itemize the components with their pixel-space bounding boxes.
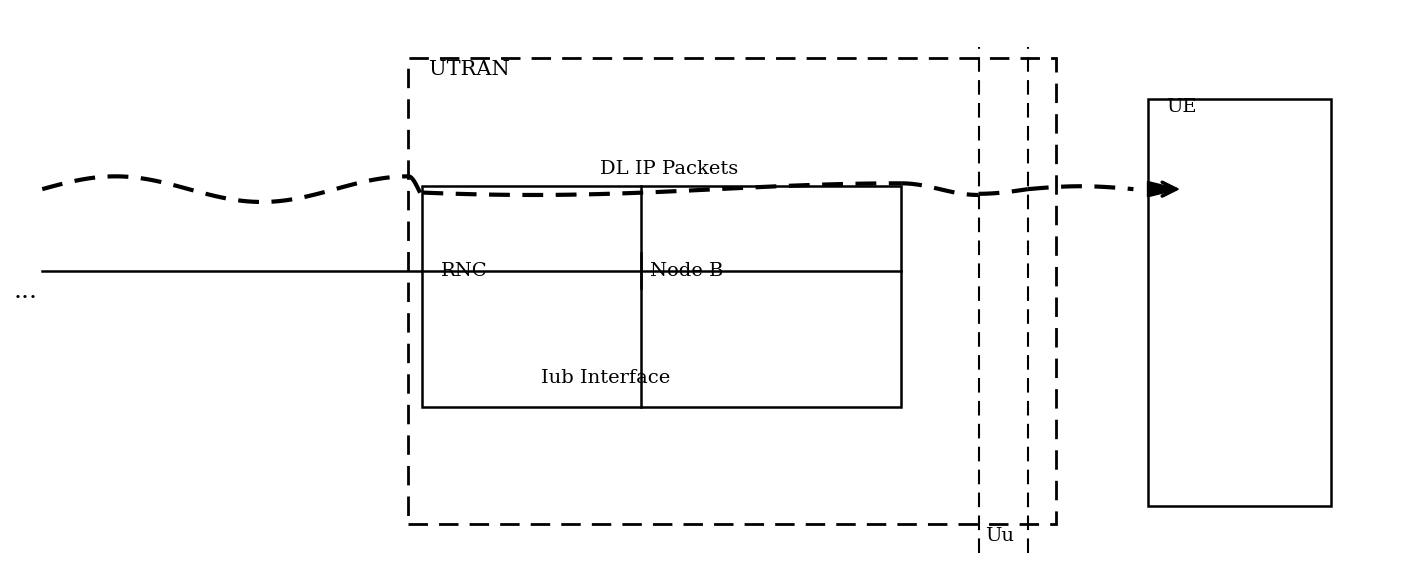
Bar	[1148, 99, 1331, 506]
Bar	[422, 186, 901, 407]
Text: ...: ...	[14, 279, 38, 303]
Text: RNC: RNC	[441, 262, 487, 279]
Text: Uu: Uu	[986, 527, 1014, 545]
Text: UE: UE	[1166, 98, 1197, 116]
Text: Iub Interface: Iub Interface	[541, 369, 670, 387]
Bar	[408, 58, 1056, 524]
Text: UTRAN: UTRAN	[429, 59, 510, 79]
Polygon shape	[1148, 182, 1178, 197]
Text: DL IP Packets: DL IP Packets	[600, 159, 738, 178]
Text: Node B: Node B	[650, 262, 724, 279]
